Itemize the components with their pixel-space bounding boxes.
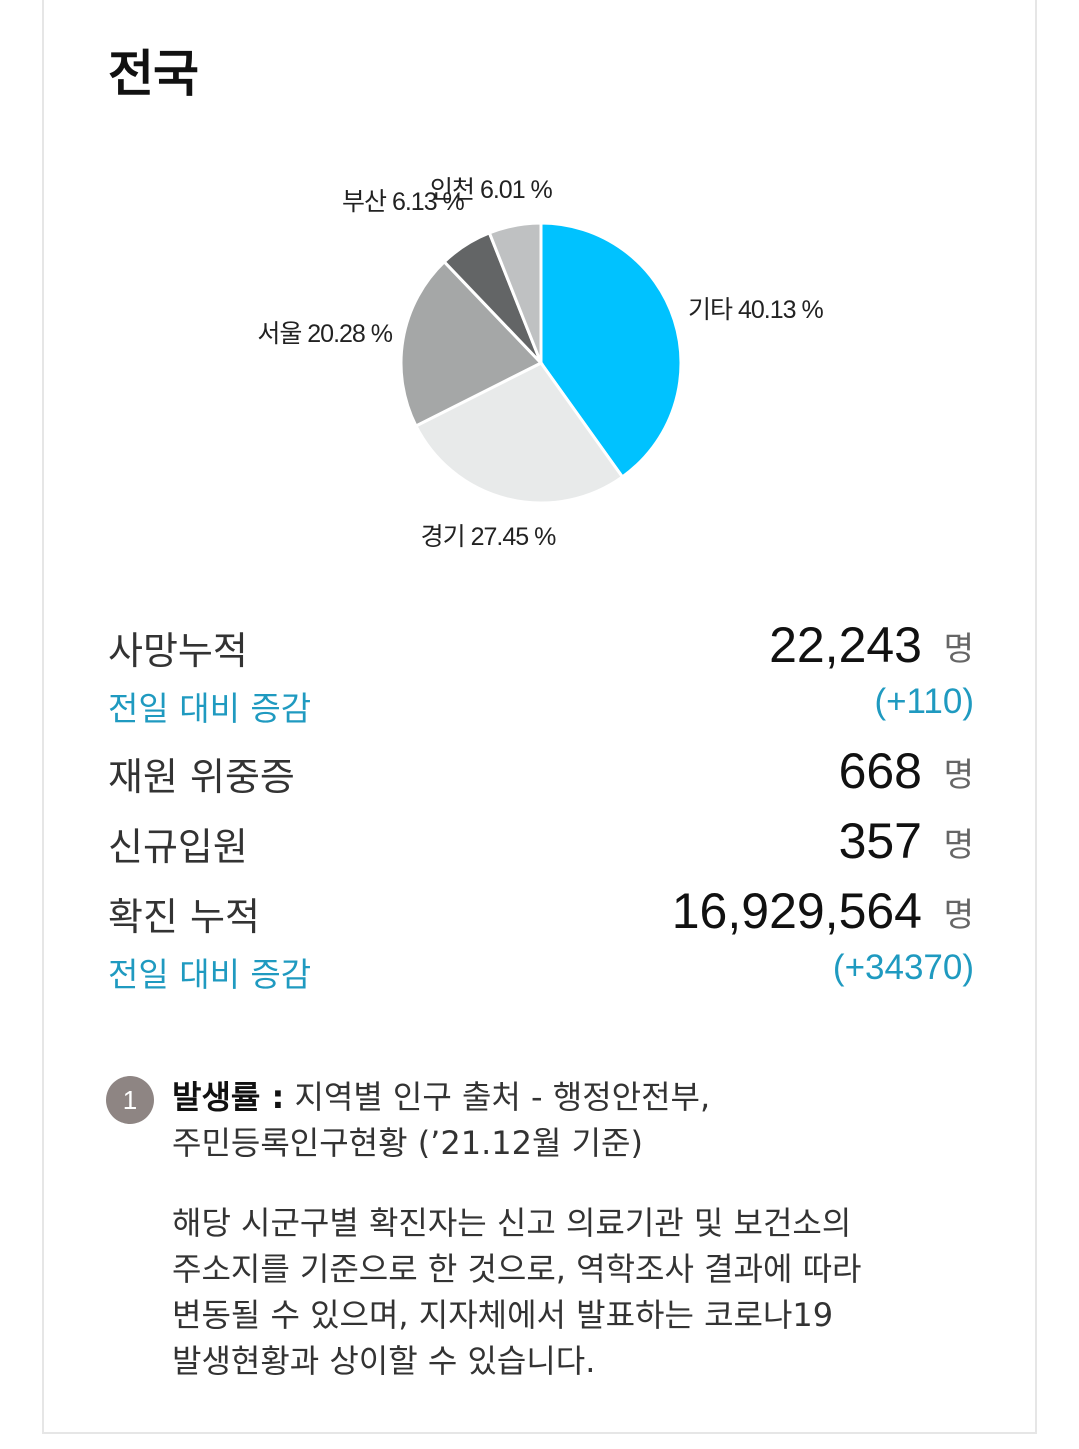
pie-slice-서울: [399, 259, 544, 428]
critical-row: 재원 위중증 668 명: [108, 740, 974, 800]
pie-label-서울: 서울 20.28 %: [257, 320, 392, 348]
deaths-unit: 명: [943, 629, 974, 668]
deaths-row: 사망누적 22,243 명: [108, 614, 974, 674]
deaths-delta-label: 전일 대비 증감: [108, 689, 312, 728]
cases-value: 16,929,564: [671, 883, 922, 939]
disclaimer-line-4: 발생현황과 상이할 수 있습니다.: [172, 1342, 596, 1380]
pie-slice-경기: [413, 361, 625, 505]
rate-title: 발생률 :: [172, 1078, 285, 1116]
critical-value: 668: [838, 743, 922, 799]
admission-row: 신규입원 357 명: [108, 810, 974, 870]
cases-delta-label: 전일 대비 증감: [108, 955, 312, 994]
deaths-label: 사망누적: [108, 629, 248, 673]
rate-text: 지역별 인구 출처 - 행정안전부,: [284, 1078, 711, 1116]
deaths-value: 22,243: [769, 617, 922, 673]
pie-label-부산: 부산 6.13 %: [342, 188, 465, 216]
deaths-delta-row: 전일 대비 증감 (+110): [108, 682, 974, 742]
note-number-badge: 1: [106, 1076, 154, 1124]
disclaimer-note: 해당 시군구별 확진자는 신고 의료기관 및 보건소의 주소지를 기준으로 한 …: [172, 1200, 972, 1384]
cases-label: 확진 누적: [108, 895, 260, 939]
disclaimer-line-2: 주소지를 기준으로 한 것으로, 역학조사 결과에 따라: [172, 1250, 862, 1288]
admission-value: 357: [838, 813, 922, 869]
pie-label-기타: 기타 40.13 %: [688, 296, 823, 324]
pie-label-경기: 경기 27.45 %: [421, 523, 556, 551]
cases-delta-value: (+34370): [832, 948, 974, 987]
content-card: [42, 0, 1037, 1434]
rate-source-note: 발생률 : 지역별 인구 출처 - 행정안전부, 주민등록인구현황 (’21.1…: [172, 1074, 972, 1166]
critical-label: 재원 위중증: [108, 755, 295, 799]
deaths-delta-value: (+110): [874, 682, 974, 721]
rate-text-2: 주민등록인구현황 (’21.12월 기준): [172, 1124, 643, 1162]
cases-row: 확진 누적 16,929,564 명: [108, 880, 974, 940]
disclaimer-line-1: 해당 시군구별 확진자는 신고 의료기관 및 보건소의: [172, 1204, 852, 1242]
admission-unit: 명: [943, 825, 974, 864]
pie-label-인천: 인천 6.01 %: [430, 176, 553, 204]
disclaimer-line-3: 변동될 수 있으며, 지자체에서 발표하는 코로나19: [172, 1296, 834, 1334]
admission-label: 신규입원: [108, 825, 248, 869]
critical-unit: 명: [943, 755, 974, 794]
cases-unit: 명: [943, 895, 974, 934]
cases-delta-row: 전일 대비 증감 (+34370): [108, 948, 974, 1008]
pie-chart: 기타 40.13 % 경기 27.45 % 서울 20.28 % 부산 6.13 %인…: [257, 176, 824, 551]
pie-slice-기타: [539, 221, 683, 480]
pie-slice-인천: [487, 221, 543, 364]
page-title: 전국: [108, 45, 199, 103]
